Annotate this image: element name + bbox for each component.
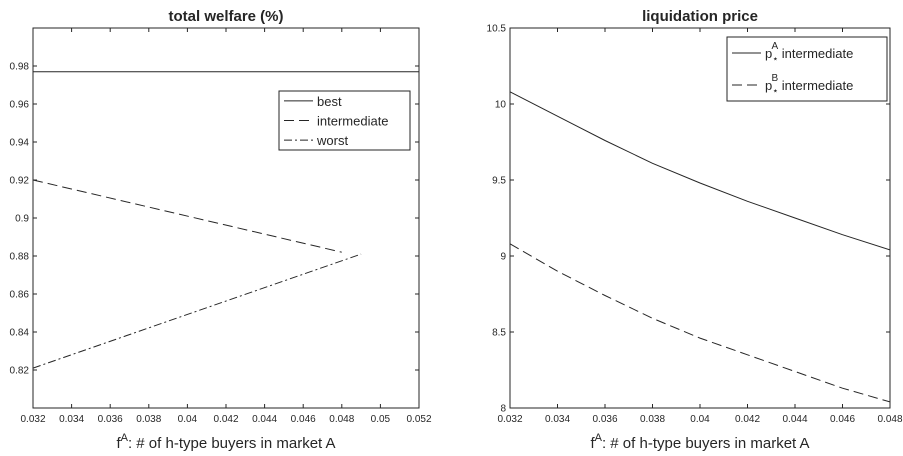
x-tick-label: 0.048 <box>329 414 354 425</box>
y-tick-label: 9 <box>500 252 506 263</box>
axes-box <box>32 27 420 409</box>
chart-title: total welfare (%) <box>168 8 283 25</box>
x-tick-label: 0.044 <box>252 414 277 425</box>
y-tick-label: 8 <box>500 404 506 415</box>
y-tick-label: 0.94 <box>10 138 30 149</box>
x-axis-label: fA: # of h-type buyers in market A <box>590 432 809 452</box>
x-tick-label: 0.034 <box>59 414 84 425</box>
x-tick-label: 0.038 <box>136 414 161 425</box>
y-tick-label: 10.5 <box>487 24 507 35</box>
y-tick-label: 0.82 <box>10 366 30 377</box>
x-tick-label: 0.046 <box>830 414 855 425</box>
series-line-p--a-intermediate <box>509 91 891 251</box>
y-tick-label: 0.88 <box>10 252 30 263</box>
x-tick-label: 0.042 <box>735 414 760 425</box>
y-tick-label: 0.98 <box>10 62 30 73</box>
series-line-p--b-intermediate <box>509 243 891 403</box>
x-tick-label: 0.036 <box>592 414 617 425</box>
series-line-intermediate <box>32 179 342 253</box>
legend: p⋆A intermediate p⋆B intermediate <box>726 36 888 102</box>
y-tick-label: 10 <box>495 100 507 111</box>
legend-entry: worst <box>316 133 348 148</box>
x-tick-label: 0.036 <box>98 414 123 425</box>
x-tick-label: 0.046 <box>291 414 316 425</box>
legend-box <box>726 36 888 102</box>
y-tick-label: 0.96 <box>10 100 30 111</box>
legend-entry: best <box>317 94 342 109</box>
legend: best intermediate worst <box>278 90 411 151</box>
legend-entry: intermediate <box>317 114 389 129</box>
x-tick-label: 0.052 <box>406 414 431 425</box>
chart-panel-1: total welfare (%) 0.032 0.034 0.036 0.038 0.0… <box>10 8 432 452</box>
x-tick-label: 0.038 <box>640 414 665 425</box>
chart-title: liquidation price <box>642 8 758 25</box>
x-tick-label: 0.042 <box>213 414 238 425</box>
y-tick-label: 0.9 <box>15 214 29 225</box>
y-tick-label: 0.92 <box>10 176 30 187</box>
y-tick-label: 0.84 <box>10 328 30 339</box>
x-tick-label: 0.032 <box>20 414 45 425</box>
x-tick-label: 0.048 <box>877 414 902 425</box>
x-tick-label: 0.05 <box>371 414 391 425</box>
x-tick-label: 0.04 <box>178 414 198 425</box>
x-tick-label: 0.032 <box>497 414 522 425</box>
x-tick-label: 0.034 <box>545 414 570 425</box>
series-line-worst <box>32 253 362 369</box>
y-tick-label: 0.86 <box>10 290 30 301</box>
x-axis-label: fA: # of h-type buyers in market A <box>116 432 335 452</box>
chart-panel-2: liquidation price 0.032 0.034 0.036 0.038 0.0… <box>487 8 903 452</box>
y-tick-label: 9.5 <box>492 176 506 187</box>
legend-entry: p⋆A intermediate <box>765 41 853 65</box>
x-tick-label: 0.04 <box>690 414 710 425</box>
y-tick-label: 8.5 <box>492 328 506 339</box>
x-tick-label: 0.044 <box>782 414 807 425</box>
legend-entry: p⋆B intermediate <box>765 73 853 97</box>
